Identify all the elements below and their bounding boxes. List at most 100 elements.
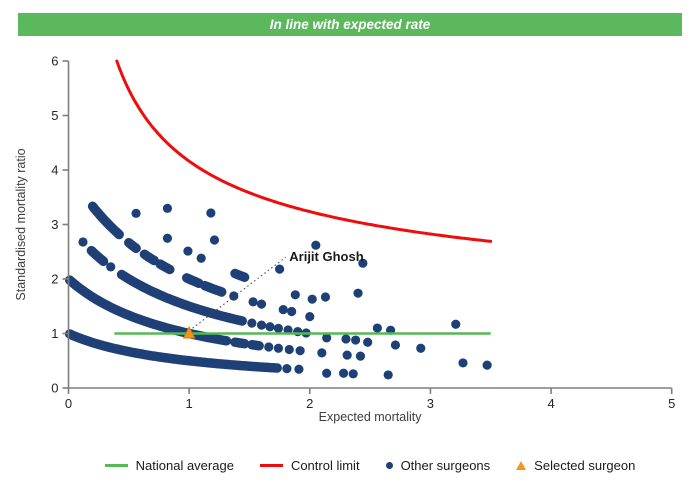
other-surgeon-dot[interactable] — [383, 370, 393, 380]
other-surgeon-dot[interactable] — [482, 360, 492, 370]
legend-label: Selected surgeon — [534, 458, 636, 473]
other-surgeon-dot[interactable] — [351, 335, 361, 345]
legend-item-other-surgeons: Other surgeons — [385, 458, 491, 473]
surgeon-band-dash — [124, 237, 141, 254]
annotation-connector-line — [188, 256, 286, 332]
other-surgeon-dot[interactable] — [183, 246, 193, 256]
x-tick-label: 3 — [427, 396, 434, 411]
control-limit-line-swatch-icon — [259, 464, 283, 467]
surgeon-band-dash — [230, 337, 250, 349]
surgeon-band-dash — [181, 273, 204, 288]
other-surgeon-dot[interactable] — [131, 208, 141, 218]
other-surgeon-dot[interactable] — [295, 346, 305, 356]
other-surgeons-dot-swatch-icon — [385, 462, 393, 469]
other-surgeon-dot[interactable] — [287, 306, 297, 317]
x-tick-label: 5 — [668, 396, 675, 411]
surgeon-band-segment — [64, 329, 282, 373]
national-average-line-swatch-icon — [104, 464, 128, 467]
x-tick-label: 0 — [65, 396, 72, 411]
legend-label: Control limit — [290, 458, 360, 473]
legend-item-national-average: National average — [104, 458, 234, 473]
surgeon-band-dash — [230, 268, 250, 282]
surgeon-band-segment — [64, 275, 232, 346]
other-surgeon-dot[interactable] — [247, 318, 257, 328]
other-surgeon-dot[interactable] — [363, 337, 373, 347]
other-surgeon-dot[interactable] — [390, 340, 401, 350]
other-surgeon-dot[interactable] — [162, 203, 173, 213]
other-surgeon-dot[interactable] — [106, 262, 116, 272]
y-tick-label: 5 — [51, 108, 58, 123]
other-surgeon-dot[interactable] — [353, 288, 363, 298]
other-surgeon-dot[interactable] — [317, 348, 327, 358]
other-surgeon-dot[interactable] — [278, 304, 288, 315]
surgeon-band-segment — [116, 269, 247, 326]
other-surgeon-dot[interactable] — [358, 258, 368, 268]
y-axis-title: Standardised mortality ratio — [14, 148, 28, 300]
other-surgeon-dot[interactable] — [229, 291, 239, 301]
other-surgeon-dot[interactable] — [294, 364, 304, 374]
other-surgeon-dot[interactable] — [348, 369, 358, 379]
surgeon-band-dash — [247, 339, 264, 351]
y-tick-label: 3 — [51, 217, 58, 232]
surgeon-band-dash — [200, 280, 227, 297]
other-surgeon-dot[interactable] — [282, 364, 292, 374]
other-surgeon-dot[interactable] — [273, 343, 284, 353]
other-surgeon-dot[interactable] — [311, 240, 321, 250]
other-surgeon-dot[interactable] — [256, 320, 267, 330]
other-surgeon-dot[interactable] — [372, 323, 382, 333]
other-surgeon-dot[interactable] — [341, 334, 351, 344]
other-surgeon-dot[interactable] — [338, 368, 349, 378]
x-axis-title: Expected mortality — [319, 410, 423, 424]
other-surgeon-dot[interactable] — [342, 350, 352, 360]
other-surgeon-dot[interactable] — [322, 333, 332, 343]
surgeon-band-dash — [155, 259, 175, 275]
other-surgeon-dot[interactable] — [451, 319, 461, 329]
y-tick-label: 2 — [51, 272, 58, 287]
other-surgeon-dot[interactable] — [248, 297, 258, 307]
other-surgeon-dot[interactable] — [305, 312, 315, 322]
other-surgeon-dot[interactable] — [290, 290, 300, 300]
x-tick-label: 2 — [306, 396, 313, 411]
other-surgeon-dot[interactable] — [162, 233, 173, 243]
surgeon-band-dash — [87, 201, 124, 240]
legend-label: Other surgeons — [400, 458, 491, 473]
legend-label: National average — [135, 458, 234, 473]
other-surgeon-dot[interactable] — [273, 323, 284, 333]
other-surgeon-dot[interactable] — [264, 342, 274, 352]
y-tick-label: 4 — [51, 163, 58, 178]
other-surgeon-dot[interactable] — [458, 358, 468, 368]
other-surgeon-dot[interactable] — [265, 322, 275, 332]
other-surgeon-dot[interactable] — [322, 368, 332, 378]
other-surgeon-dot[interactable] — [196, 253, 206, 263]
other-surgeon-dot[interactable] — [256, 299, 267, 309]
selected-surgeon-triangle-swatch-icon — [516, 461, 527, 470]
legend-item-control-limit: Control limit — [259, 458, 360, 473]
other-surgeon-dot[interactable] — [293, 327, 303, 337]
y-tick-label: 1 — [51, 326, 58, 341]
x-tick-label: 1 — [186, 396, 193, 411]
selected-surgeon-marker[interactable] — [182, 325, 196, 339]
y-tick-label: 6 — [51, 54, 58, 69]
other-surgeon-dot[interactable] — [355, 351, 366, 361]
other-surgeon-dot[interactable] — [320, 292, 331, 302]
legend-item-selected-surgeon: Selected surgeon — [516, 458, 635, 473]
other-surgeon-dot[interactable] — [416, 343, 426, 353]
surgeon-band-dash — [139, 249, 159, 266]
surgeon-band-dash — [86, 245, 109, 267]
other-surgeon-dot[interactable] — [275, 264, 285, 274]
y-tick-label: 0 — [51, 381, 58, 396]
chart-legend: National average Control limit Other sur… — [40, 458, 700, 473]
control-limit-curve — [115, 59, 493, 243]
status-banner: In line with expected rate — [18, 13, 682, 36]
other-surgeon-dot[interactable] — [284, 344, 294, 355]
other-surgeon-dot[interactable] — [78, 237, 88, 247]
status-banner-text: In line with expected rate — [269, 17, 431, 32]
selected-surgeon-name-label: Arijit Ghosh — [289, 249, 363, 264]
other-surgeon-dot[interactable] — [206, 208, 216, 218]
other-surgeon-dot[interactable] — [307, 294, 317, 304]
other-surgeon-dot[interactable] — [209, 235, 220, 245]
x-tick-label: 4 — [547, 396, 554, 411]
